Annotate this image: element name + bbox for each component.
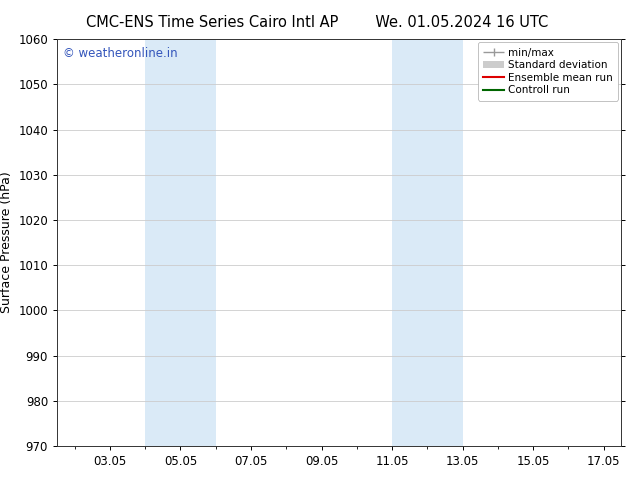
- Y-axis label: Surface Pressure (hPa): Surface Pressure (hPa): [0, 172, 13, 314]
- Bar: [392, 39, 463, 446]
- Text: CMC-ENS Time Series Cairo Intl AP        We. 01.05.2024 16 UTC: CMC-ENS Time Series Cairo Intl AP We. 01…: [86, 15, 548, 30]
- Bar: [145, 39, 216, 446]
- Legend: min/max, Standard deviation, Ensemble mean run, Controll run: min/max, Standard deviation, Ensemble me…: [478, 42, 618, 100]
- Text: © weatheronline.in: © weatheronline.in: [63, 48, 178, 60]
